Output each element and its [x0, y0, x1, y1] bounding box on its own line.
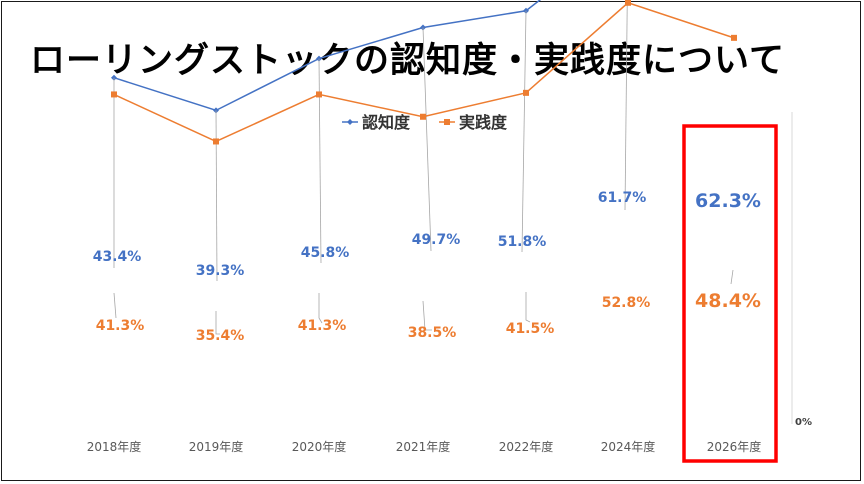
leader-line	[422, 27, 432, 252]
data-label: 39.3%	[196, 263, 245, 279]
data-label: 41.5%	[506, 321, 555, 337]
x-tick-label: 2024年度	[601, 439, 656, 454]
data-point	[316, 91, 322, 98]
data-label: 61.7%	[598, 190, 647, 206]
leader-line	[318, 58, 322, 264]
data-label: 41.3%	[298, 318, 347, 334]
leader-line	[318, 293, 323, 324]
data-label: 62.3%	[695, 190, 761, 212]
data-point	[420, 113, 426, 120]
data-point	[625, 0, 631, 6]
data-label: 45.8%	[301, 245, 350, 261]
leader-line	[215, 110, 218, 282]
data-point	[731, 34, 737, 41]
x-tick-label: 2018年度	[87, 439, 142, 454]
x-tick-label: 2020年度	[292, 439, 347, 454]
series-line-practice	[113, 1, 735, 143]
legend-marker	[347, 119, 353, 125]
x-tick-label: 2019年度	[189, 439, 244, 454]
legend-label: 認知度	[362, 113, 411, 132]
highlight-box	[682, 124, 778, 463]
legend-marker	[444, 119, 450, 125]
data-point	[523, 89, 529, 96]
data-label: 38.5%	[408, 325, 457, 341]
y-axis-tick-label: 0%	[795, 417, 812, 428]
data-point	[111, 91, 117, 98]
data-label: 52.8%	[602, 295, 651, 311]
legend-label: 実践度	[459, 113, 508, 132]
leader-line	[730, 269, 734, 285]
leader-line	[521, 10, 527, 253]
data-label: 41.3%	[96, 318, 145, 334]
data-label: 35.4%	[196, 328, 245, 344]
data-label: 49.7%	[412, 232, 461, 248]
data-label: 51.8%	[498, 234, 547, 250]
leader-line	[215, 311, 220, 335]
x-tick-label: 2026年度	[707, 439, 762, 454]
leader-line	[422, 300, 432, 331]
x-tick-label: 2022年度	[499, 439, 554, 454]
data-point	[213, 138, 219, 145]
leader-line	[113, 292, 117, 319]
leader-line	[624, 0, 628, 211]
data-label: 48.4%	[695, 290, 761, 312]
slide-title: ローリングストックの認知度・実践度について	[30, 41, 785, 81]
leader-line	[525, 292, 531, 323]
x-tick-label: 2021年度	[396, 439, 451, 454]
data-label: 43.4%	[93, 249, 142, 265]
